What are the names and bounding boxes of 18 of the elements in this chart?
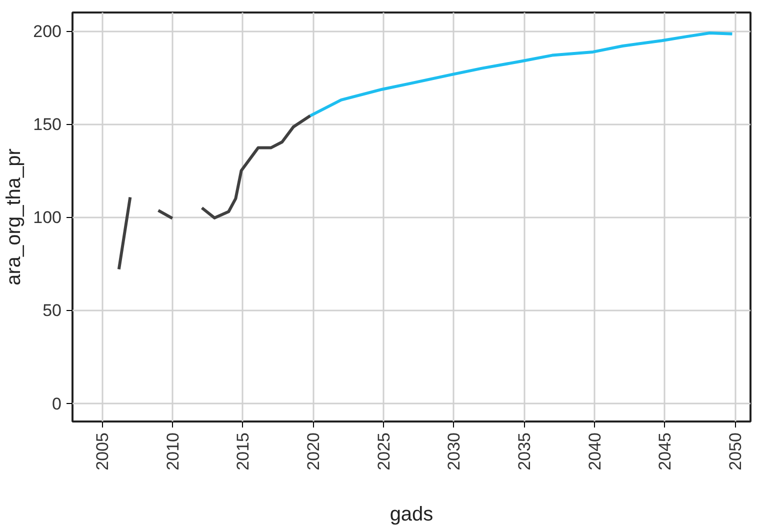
- x-tick-label: 2045: [656, 432, 675, 470]
- x-tick-label: 2020: [304, 432, 324, 470]
- y-tick-label: 0: [52, 394, 62, 414]
- y-tick-label: 150: [33, 115, 62, 134]
- x-axis-title: gads: [390, 503, 434, 526]
- x-tick-label: 2025: [374, 432, 394, 470]
- x-tick-label: 2030: [444, 432, 464, 470]
- x-tick-label: 2050: [726, 432, 746, 470]
- x-tick-label: 2005: [93, 432, 112, 470]
- x-tick-label: 2015: [234, 432, 253, 470]
- x-tick-label: 2010: [163, 432, 182, 470]
- line-series: [308, 31, 734, 118]
- y-axis-title: ara_org_tha_pr: [3, 148, 26, 286]
- x-tick-label: 2035: [515, 432, 534, 470]
- y-tick-label: 200: [33, 22, 62, 42]
- y-tick-label: 50: [42, 301, 62, 320]
- y-tick-label: 100: [33, 208, 62, 228]
- x-tick-label: 2040: [585, 432, 604, 470]
